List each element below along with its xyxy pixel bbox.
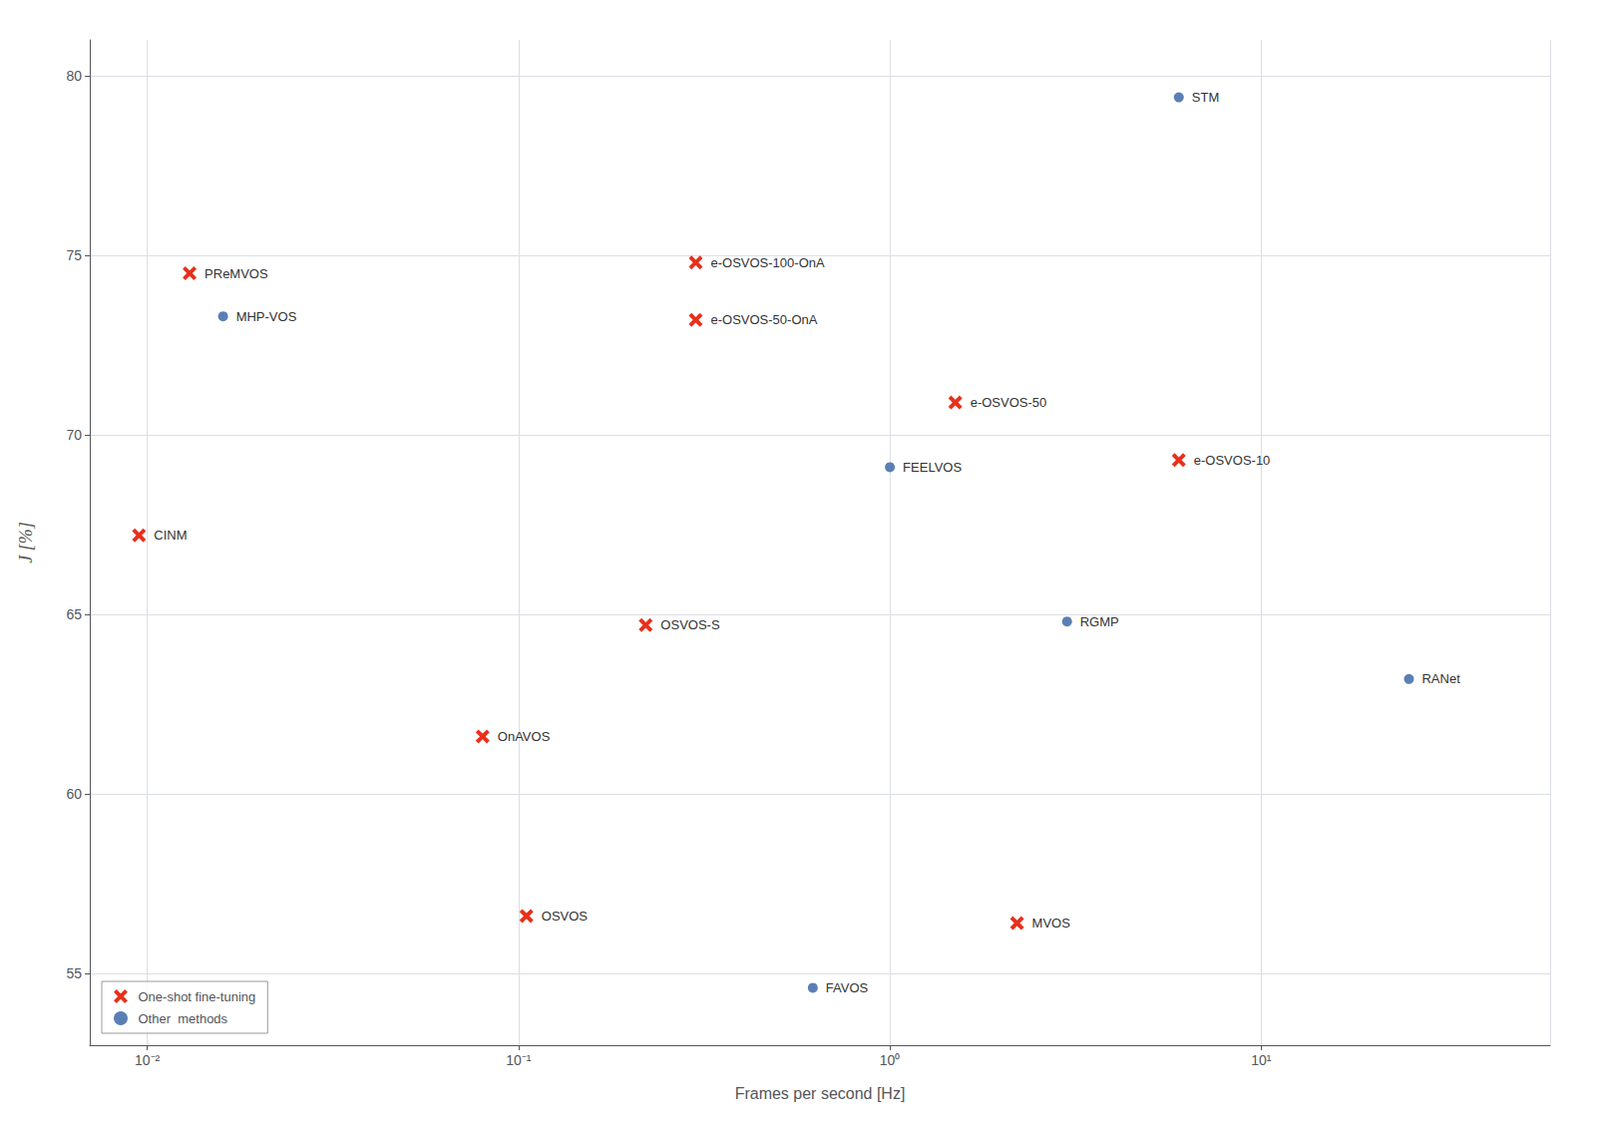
svg-text:10¹: 10¹ — [1250, 1052, 1272, 1069]
svg-text:70: 70 — [65, 426, 82, 443]
svg-text:OnAVOS: OnAVOS — [497, 729, 551, 745]
svg-text:OSVOS-S: OSVOS-S — [660, 617, 721, 633]
svg-text:J [%]: J [%] — [15, 521, 36, 564]
svg-text:CINM: CINM — [153, 527, 187, 543]
svg-text:RANet: RANet — [1421, 671, 1461, 687]
svg-text:e-OSVOS-10: e-OSVOS-10 — [1194, 452, 1271, 468]
svg-text:OSVOS: OSVOS — [541, 908, 589, 924]
svg-text:Frames per second [Hz]: Frames per second [Hz] — [735, 1085, 906, 1103]
svg-text:65: 65 — [65, 606, 82, 623]
svg-text:e-OSVOS-50: e-OSVOS-50 — [970, 395, 1048, 410]
svg-text:FEELVOS: FEELVOS — [902, 459, 962, 475]
svg-text:PReMVOS: PReMVOS — [204, 266, 269, 282]
svg-text:RGMP: RGMP — [1080, 614, 1120, 630]
svg-text:MHP-VOS: MHP-VOS — [236, 309, 298, 325]
svg-text:MVOS: MVOS — [1032, 915, 1072, 931]
svg-text:10⁻¹: 10⁻¹ — [505, 1052, 532, 1069]
svg-text:10⁻²: 10⁻² — [134, 1052, 161, 1069]
svg-text:75: 75 — [65, 247, 82, 264]
svg-text:55: 55 — [65, 965, 82, 982]
svg-text:STM: STM — [1192, 89, 1219, 105]
svg-text:60: 60 — [65, 786, 82, 802]
svg-text:Other methods: Other methods — [138, 1011, 229, 1027]
svg-text:e-OSVOS-100-OnA: e-OSVOS-100-OnA — [710, 255, 824, 271]
svg-text:10⁰: 10⁰ — [879, 1052, 901, 1069]
svg-text:80: 80 — [65, 67, 82, 84]
svg-text:e-OSVOS-50-OnA: e-OSVOS-50-OnA — [710, 312, 817, 328]
svg-text:FAVOS: FAVOS — [825, 980, 869, 996]
svg-text:One-shot fine-tuning: One-shot fine-tuning — [138, 989, 257, 1005]
